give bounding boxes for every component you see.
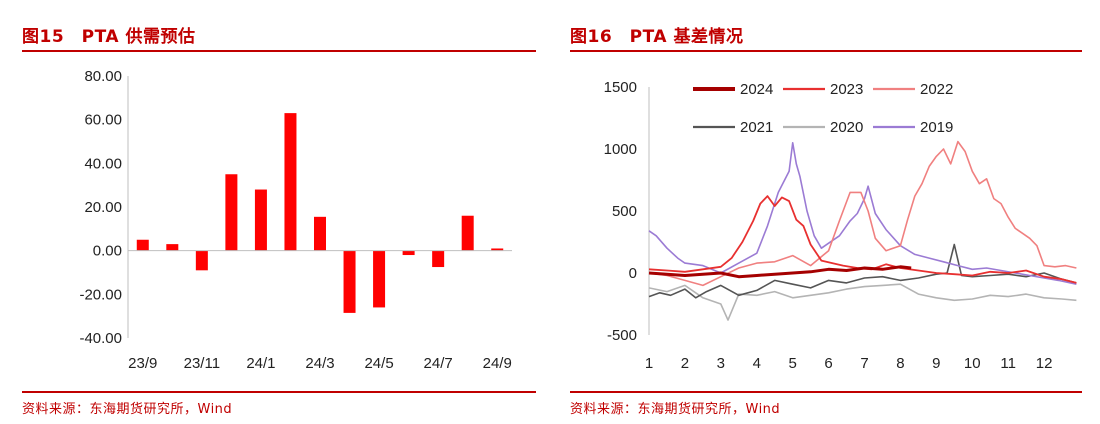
left-title-rule — [22, 50, 536, 52]
bar-24/9 — [491, 248, 504, 251]
line-x-tick-label: 2 — [681, 355, 689, 372]
bar-x-tick-label: 24/7 — [424, 355, 453, 372]
left-panel: 图15 PTA 供需预估 80.00 60.00 40.00 20.00 0.00 -20… — [0, 0, 548, 424]
series-line-2021 — [648, 243, 1077, 299]
bar-x-tick-label: 23/11 — [184, 355, 220, 372]
bar-x-tick-label: 24/3 — [305, 355, 334, 372]
line-x-tick-label: 8 — [896, 355, 904, 372]
bar-y-tick-label: 0.00 — [93, 243, 122, 260]
right-source-rule — [570, 391, 1082, 393]
line-x-tick-label: 10 — [964, 355, 981, 372]
bar-x-tick-label: 24/9 — [483, 355, 512, 372]
bar-y-tick-label: 40.00 — [84, 155, 122, 172]
line-y-tick-label: 500 — [612, 203, 637, 220]
legend-label-2020: 2020 — [830, 119, 863, 136]
bar-24/4 — [343, 250, 356, 313]
legend-label-2019: 2019 — [920, 119, 953, 136]
bar-24/2 — [284, 113, 297, 251]
line-x-tick-label: 4 — [753, 355, 761, 372]
line-y-tick-label: -500 — [607, 327, 637, 344]
bar-x-tick-label: 23/9 — [128, 355, 157, 372]
line-y-tick-label: 1000 — [604, 141, 637, 158]
line-x-tick-label: 12 — [1036, 355, 1053, 372]
right-figure-title: 图16 PTA 基差情况 — [570, 27, 744, 47]
bar-x-tick-label: 24/5 — [364, 355, 393, 372]
legend-label-2024: 2024 — [740, 81, 773, 98]
bar-24/7 — [432, 250, 445, 268]
bar-23/11 — [195, 250, 208, 271]
bar-24/1 — [254, 189, 267, 251]
line-y-tick-label: 1500 — [604, 79, 637, 96]
series-line-2023 — [648, 195, 1077, 284]
line-x-tick-label: 3 — [717, 355, 725, 372]
series-line-2022 — [648, 140, 1077, 287]
line-x-tick-label: 11 — [1000, 355, 1016, 372]
bar-y-tick-label: -20.00 — [79, 286, 122, 303]
legend-label-2021: 2021 — [740, 119, 773, 136]
bar-24/5 — [373, 250, 386, 308]
right-panel: 图16 PTA 基差情况 1500 1000 500 0 -500 1 2 3 4 5 6 7 8 9 10… — [552, 0, 1100, 424]
bar-x-tick-label: 24/1 — [246, 355, 275, 372]
bar-24/8 — [461, 215, 474, 251]
right-title-rule — [570, 50, 1082, 52]
left-figure-title: 图15 PTA 供需预估 — [22, 27, 196, 47]
bar-y-tick-label: 20.00 — [84, 199, 122, 216]
bar-y-tick-label: 80.00 — [84, 68, 122, 85]
legend-label-2023: 2023 — [830, 81, 863, 98]
right-source-note: 资料来源：东海期货研究所，Wind — [570, 402, 781, 417]
line-y-tick-label: 0 — [629, 265, 637, 282]
line-x-tick-label: 6 — [824, 355, 832, 372]
line-x-tick-label: 5 — [788, 355, 796, 372]
series-line-2024 — [648, 265, 912, 279]
bar-chart: 80.00 60.00 40.00 20.00 0.00 -20.00 -40.00 23/9… — [79, 68, 512, 372]
left-source-note: 资料来源：东海期货研究所，Wind — [22, 402, 233, 417]
line-x-tick-label: 9 — [932, 355, 940, 372]
line-x-tick-label: 7 — [860, 355, 868, 372]
line-x-tick-label: 1 — [645, 355, 653, 372]
bar-y-tick-label: -40.00 — [79, 330, 122, 347]
bar-23/10 — [166, 244, 179, 251]
bar-23/9 — [136, 239, 149, 251]
bar-24/6 — [402, 250, 415, 256]
bar-24/3 — [314, 216, 326, 251]
bar-23/12 — [225, 174, 238, 251]
bar-y-tick-label: 60.00 — [84, 112, 122, 129]
legend-label-2022: 2022 — [920, 81, 953, 98]
left-source-rule — [22, 391, 536, 393]
series-line-2020 — [648, 283, 1077, 321]
series-line-2019 — [648, 142, 1077, 285]
